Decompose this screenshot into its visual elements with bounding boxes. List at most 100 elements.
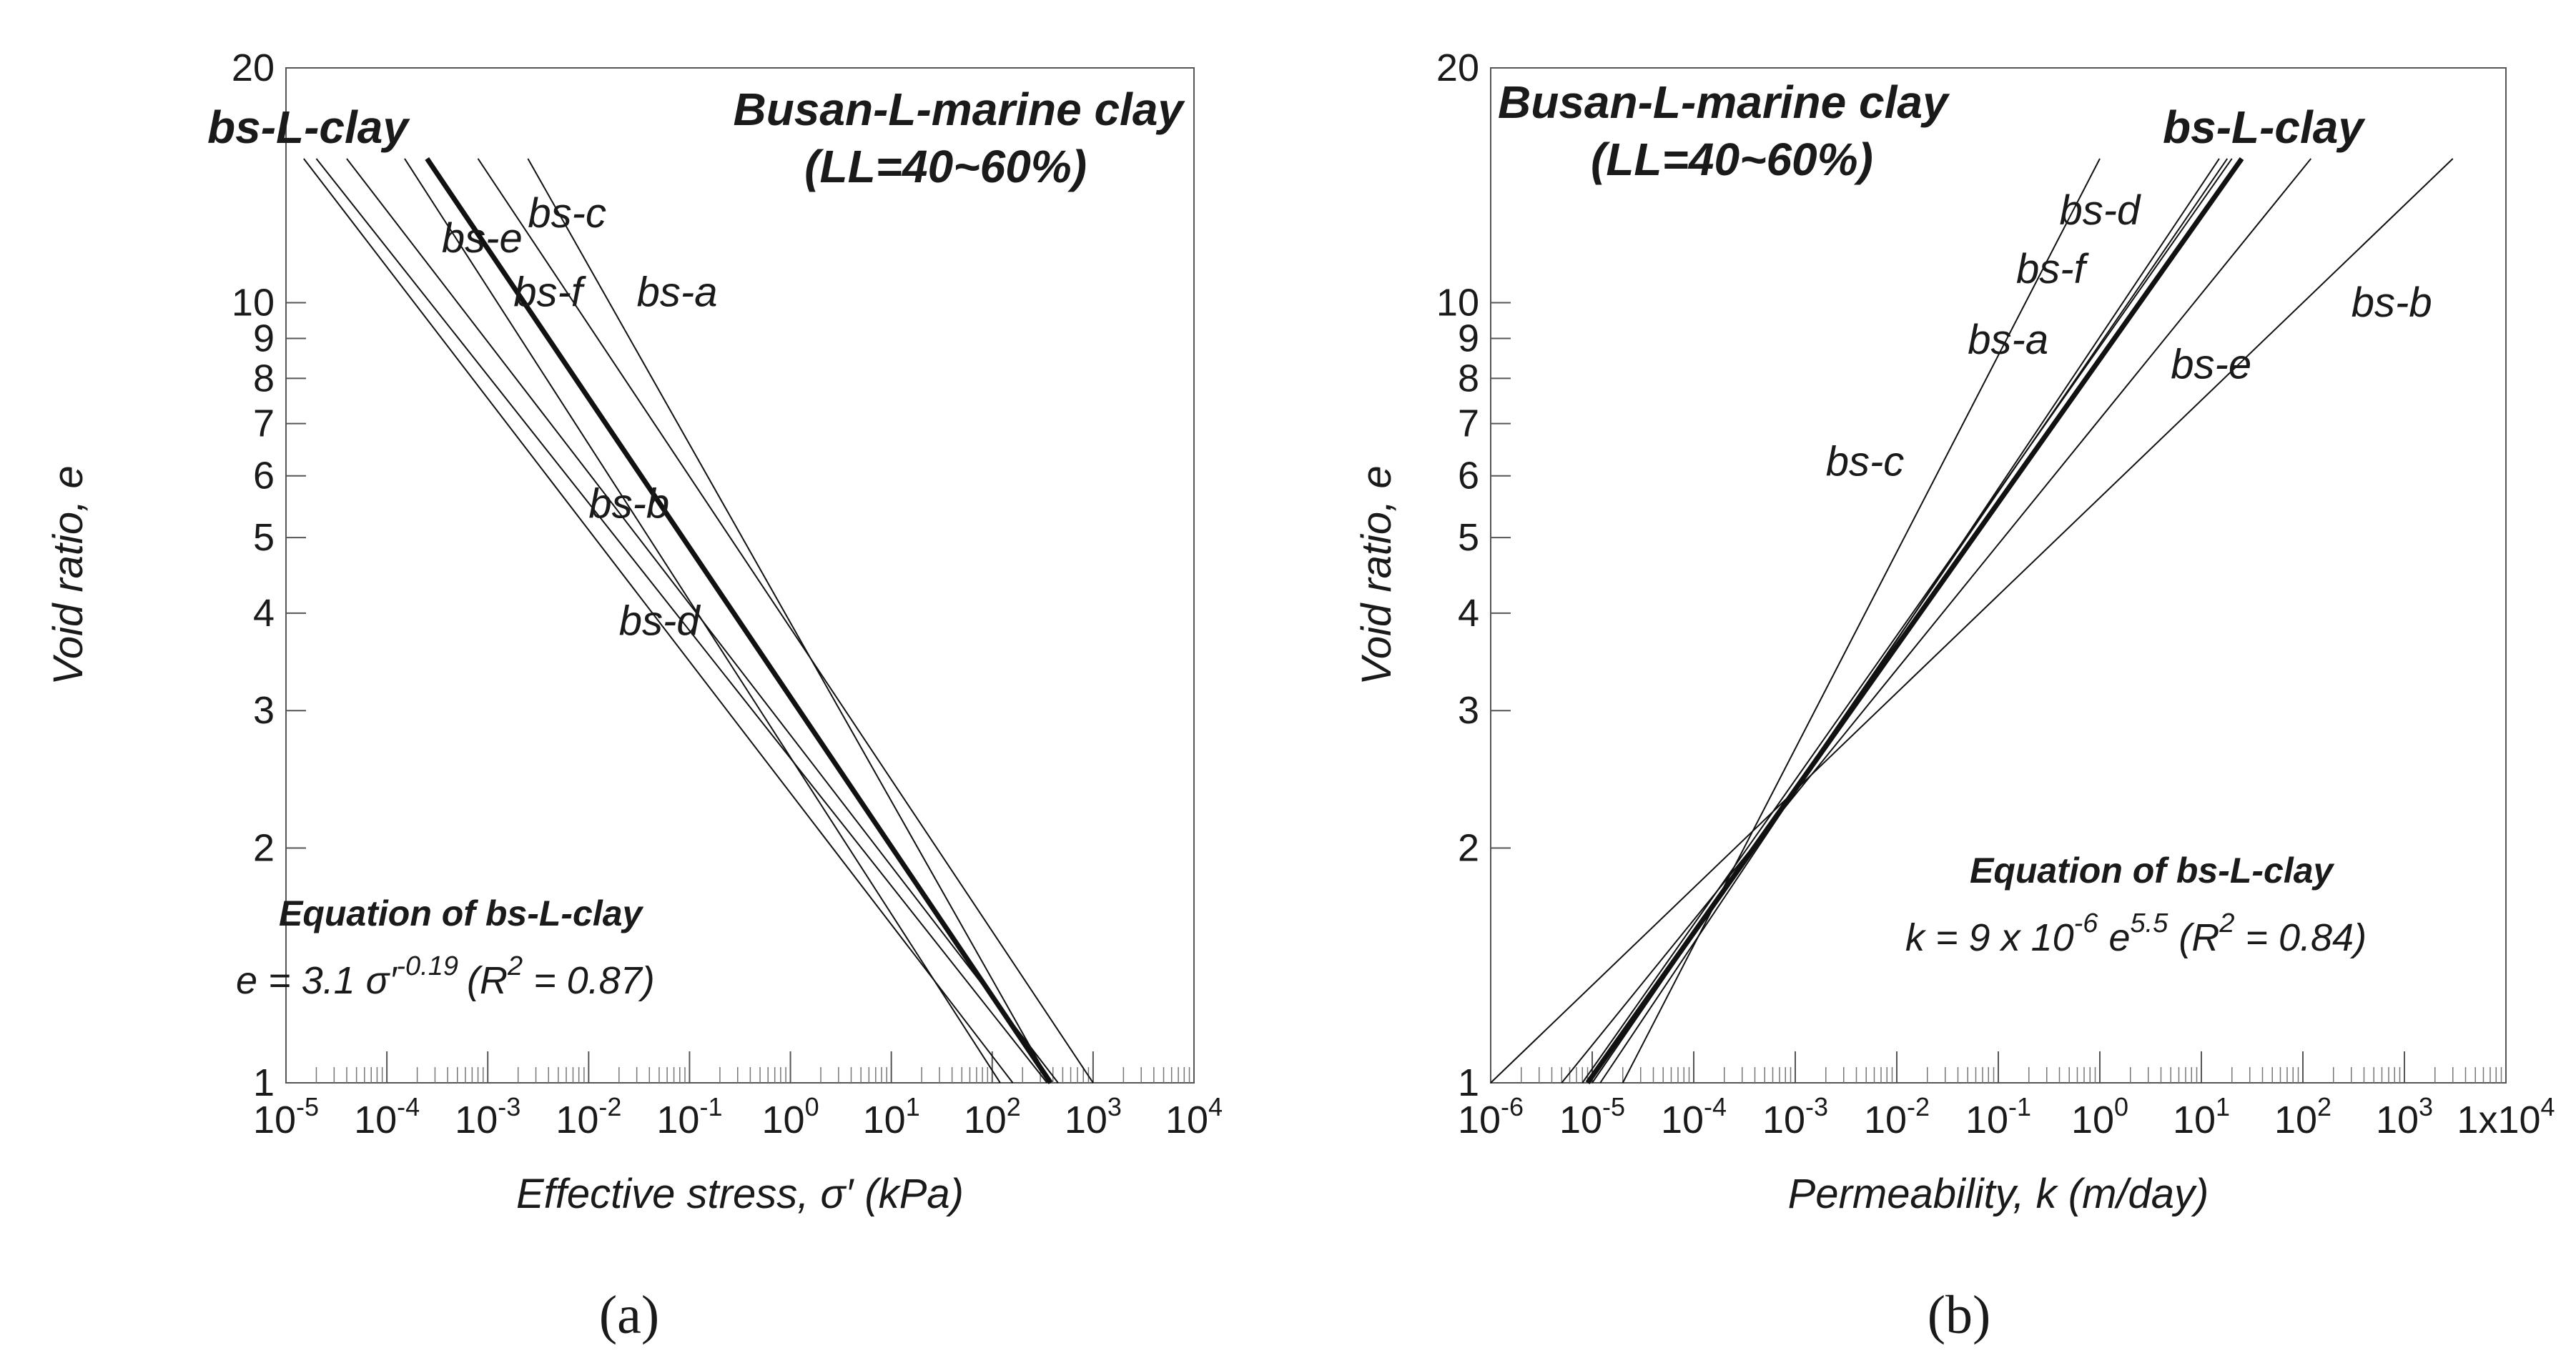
- series-line-bs-c: [477, 158, 1094, 1084]
- panel-a-chart: 10-5 10-4 10-3 10-2 10-1 100 101 102 103 104 1 2 3 4…: [45, 46, 1223, 1345]
- panel-a-plot-frame: [285, 67, 1195, 1084]
- y-tick-label: 4: [253, 592, 275, 635]
- panel-a-equation-title: Equation of bs-L-clay: [279, 893, 644, 933]
- panel-a-x-ticks: 10-5 10-4 10-3 10-2 10-1 100 101 102 103 104: [253, 1051, 1223, 1141]
- series-label-bs-f: bs-f: [2016, 246, 2090, 292]
- y-tick-label: 6: [253, 455, 275, 497]
- series-label-bs-e: bs-e: [2171, 341, 2251, 387]
- panel-b-series-lines: [1490, 157, 2454, 1085]
- series-line-bs-L-clay: [425, 157, 1053, 1084]
- panel-a-main-series-label: bs-L-clay: [207, 101, 410, 153]
- x-tick-label: 10-4: [1661, 1092, 1727, 1141]
- y-tick-label: 1: [253, 1061, 275, 1104]
- panel-b-equation-exponent: -6: [2074, 908, 2099, 938]
- series-label-bs-d: bs-d: [2059, 187, 2141, 234]
- panel-a-equation: e = 3.1 σ′-0.19 (R2 = 0.87): [236, 951, 655, 1002]
- x-tick-label: 10-1: [656, 1092, 722, 1141]
- y-tick-label: 8: [1458, 357, 1479, 400]
- y-tick-label: 6: [1458, 455, 1479, 497]
- panel-b-equation-fit: (R: [2168, 916, 2219, 959]
- panel-a-x-axis-title: Effective stress, σ′ (kPa): [516, 1171, 964, 1217]
- x-tick-label: 10-3: [1762, 1092, 1828, 1141]
- series-line-bs-f: [1592, 158, 2229, 1084]
- x-tick-label: 101: [2173, 1092, 2230, 1141]
- panel-a-equation-fit-value: = 0.87): [523, 959, 655, 1002]
- y-tick-label: 10: [1436, 282, 1479, 324]
- y-tick-label: 5: [1458, 516, 1479, 559]
- panel-a-title: Busan-L-marine clay: [733, 84, 1185, 135]
- y-tick-label: 1: [1458, 1061, 1479, 1104]
- x-tick-label: 103: [2376, 1092, 2433, 1141]
- panel-b-subtitle: (LL=40~60%): [1591, 134, 1873, 185]
- y-tick-label: 3: [1458, 689, 1479, 732]
- series-line-bs-b: [1490, 158, 2454, 1084]
- series-label-bs-d: bs-d: [619, 598, 701, 644]
- series-label-bs-a: bs-a: [637, 269, 718, 315]
- x-tick-label: 10-5: [1559, 1092, 1625, 1141]
- x-tick-label: 100: [762, 1092, 819, 1141]
- series-line-bs-L-clay: [1585, 157, 2244, 1085]
- series-label-bs-b: bs-b: [2352, 279, 2432, 326]
- panel-a-equation-fit: (R: [467, 959, 508, 1002]
- x-tick-label: 100: [2071, 1092, 2128, 1141]
- series-label-bs-a: bs-a: [1968, 317, 2048, 363]
- series-label-bs-b: bs-b: [588, 480, 669, 527]
- series-line-bs-f: [346, 158, 1059, 1084]
- panel-b-equation-exponent2: 5.5: [2131, 908, 2169, 938]
- series-label-bs-e: bs-e: [442, 215, 523, 262]
- panel-a-equation-base: e = 3.1 σ′: [236, 959, 398, 1002]
- x-tick-label: 10-1: [1965, 1092, 2031, 1141]
- x-tick-label: 104: [1165, 1092, 1223, 1141]
- x-tick-label: 1x104: [2457, 1092, 2555, 1141]
- series-label-bs-c: bs-c: [1826, 439, 1905, 485]
- x-tick-label: 103: [1065, 1092, 1122, 1141]
- panel-b-equation-base: k = 9 x 10: [1905, 916, 2074, 959]
- panel-b-series-labels: bs-d bs-f bs-a bs-e bs-b bs-c: [1826, 187, 2432, 485]
- y-tick-label: 5: [253, 516, 275, 559]
- y-tick-label: 3: [253, 689, 275, 732]
- panel-a-subtitle: (LL=40~60%): [804, 141, 1087, 192]
- panel-a-y-axis-title: Void ratio, e: [45, 465, 92, 685]
- y-tick-label: 7: [253, 402, 275, 445]
- panel-b-equation: k = 9 x 10-6 e5.5 (R2 = 0.84): [1905, 908, 2367, 959]
- series-label-bs-c: bs-c: [528, 190, 606, 237]
- x-tick-label: 10-2: [556, 1092, 621, 1141]
- x-tick-label: 102: [964, 1092, 1021, 1141]
- panel-b-equation-title: Equation of bs-L-clay: [1970, 851, 2335, 891]
- panel-a-equation-fit-power: 2: [507, 951, 523, 981]
- panel-a-label: (a): [599, 1285, 659, 1345]
- panel-b-chart: 10-6 10-5 10-4 10-3 10-2 10-1 100 101 102 103 1x10…: [1353, 46, 2555, 1345]
- panel-b-equation-fit-power: 2: [2219, 908, 2234, 938]
- panel-b-x-axis-title: Permeability, k (m/day): [1788, 1171, 2209, 1217]
- x-tick-label: 10-5: [253, 1092, 319, 1141]
- panel-a-series-lines: [303, 157, 1094, 1084]
- y-tick-label: 2: [1458, 826, 1479, 869]
- series-line-bs-a: [1581, 158, 2233, 1084]
- series-line-bs-a: [527, 158, 1052, 1084]
- y-tick-label: 4: [1458, 592, 1479, 635]
- x-tick-label: 10-3: [455, 1092, 520, 1141]
- panel-b-equation-fit-value: = 0.84): [2234, 916, 2367, 959]
- series-line-bs-c: [1622, 158, 2101, 1084]
- x-tick-label: 10-4: [354, 1092, 420, 1141]
- panel-b-x-ticks: 10-6 10-5 10-4 10-3 10-2 10-1 100 101 102 103 1x10…: [1458, 1051, 2555, 1141]
- y-tick-label: 10: [232, 282, 275, 324]
- series-line-bs-d: [303, 158, 1014, 1084]
- y-tick-label: 9: [253, 317, 275, 360]
- x-tick-label: 10-6: [1458, 1092, 1524, 1141]
- x-tick-label: 10-2: [1864, 1092, 1930, 1141]
- series-label-bs-f: bs-f: [513, 269, 587, 315]
- y-tick-label: 20: [232, 46, 275, 89]
- panel-b-title: Busan-L-marine clay: [1498, 76, 1950, 128]
- panel-b-main-series-label: bs-L-clay: [2163, 101, 2366, 153]
- series-line-bs-e: [315, 158, 1048, 1084]
- panel-b-equation-mid: e: [2098, 916, 2130, 959]
- panel-a-equation-exponent: -0.19: [396, 951, 458, 981]
- x-tick-label: 101: [863, 1092, 920, 1141]
- panel-b-y-axis-title: Void ratio, e: [1353, 465, 1400, 685]
- panel-a-series-labels: bs-cbs-e bs-f bs-a bs-b bs-d: [442, 190, 718, 645]
- y-tick-label: 8: [253, 357, 275, 400]
